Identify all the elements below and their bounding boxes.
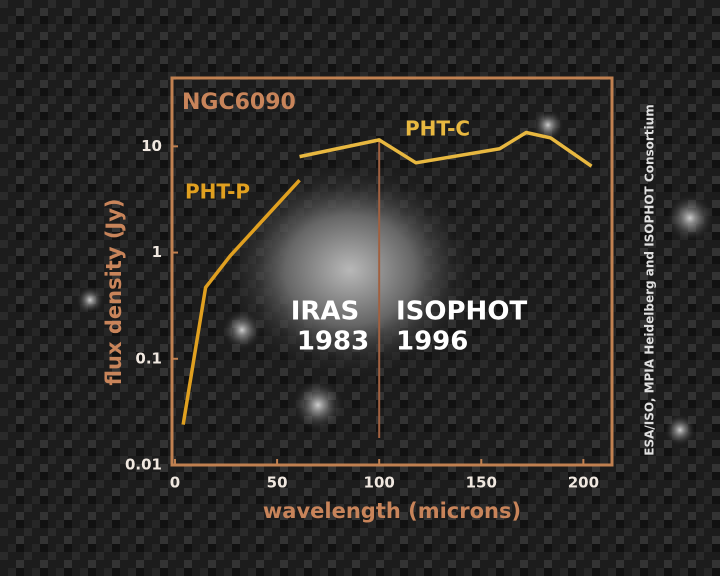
star (664, 414, 696, 446)
annotation: 1996 (396, 327, 468, 357)
series-line (299, 130, 593, 168)
annotation: 1983 (297, 327, 369, 357)
star (532, 109, 564, 141)
galaxy (220, 160, 480, 380)
x-tick-label: 150 (466, 474, 497, 492)
y-tick-label: 0.01 (125, 456, 162, 474)
series-line (181, 179, 301, 425)
annotation: ISOPHOT (396, 297, 527, 327)
x-tick-label: 0 (170, 474, 180, 492)
series-label: PHT-P (185, 180, 250, 204)
credit: ESA/ISO, MPIA Heidelberg and ISOPHOT Con… (643, 104, 657, 455)
annotation: IRAS (291, 297, 360, 327)
y-tick-label: 0.1 (135, 349, 162, 367)
star (76, 286, 104, 314)
plot-frame (170, 76, 614, 467)
y-tick-label: 10 (141, 137, 162, 155)
y-axis-label: flux density (Jy) (102, 198, 126, 385)
x-tick-label: 200 (568, 474, 599, 492)
x-tick-label: 100 (364, 474, 395, 492)
chart-title: NGC6090 (182, 90, 296, 115)
x-tick-label: 50 (267, 474, 288, 492)
star (666, 194, 714, 242)
star (222, 310, 262, 350)
x-axis-label: wavelength (microns) (263, 499, 521, 523)
series-label: PHT-C (405, 117, 470, 141)
y-tick-label: 1 (152, 243, 162, 261)
star (292, 379, 344, 431)
